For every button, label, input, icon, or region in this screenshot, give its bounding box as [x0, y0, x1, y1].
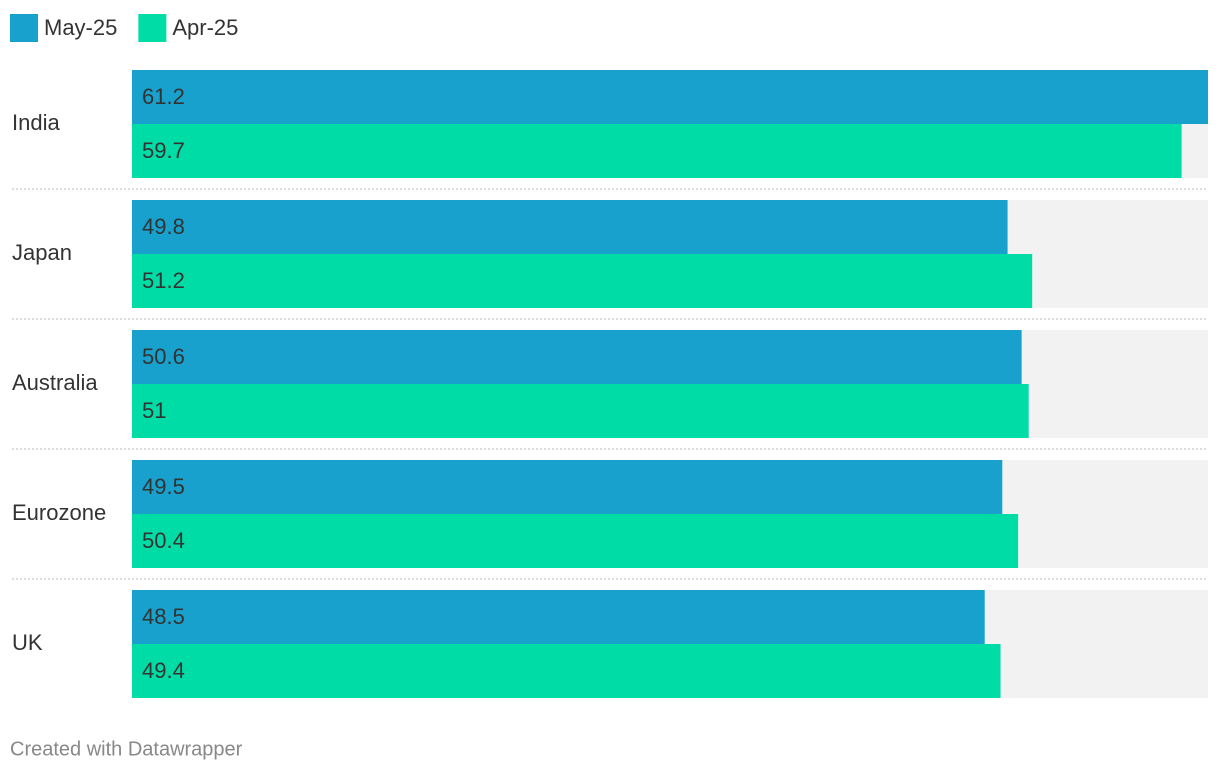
bar [132, 590, 985, 644]
bar [132, 124, 1182, 178]
bar [132, 644, 1001, 698]
category-label: Japan [12, 240, 72, 265]
value-label: 50.6 [142, 344, 185, 369]
value-label: 61.2 [142, 84, 185, 109]
credit: Created with Datawrapper [10, 738, 243, 760]
category-label: India [12, 110, 60, 135]
bar [132, 200, 1008, 254]
category-label: UK [12, 630, 43, 655]
legend-swatch [138, 14, 167, 42]
value-label: 49.5 [142, 474, 185, 499]
category-label: Australia [12, 370, 98, 395]
bar [132, 460, 1003, 514]
legend-swatch [10, 14, 38, 42]
value-label: 59.7 [142, 138, 185, 163]
value-label: 50.4 [142, 528, 185, 553]
bar [132, 514, 1019, 568]
legend-label: Apr-25 [172, 15, 238, 40]
legend-label: May-25 [44, 15, 117, 40]
value-label: 48.5 [142, 604, 185, 629]
bar [132, 330, 1022, 384]
bar [132, 254, 1033, 308]
value-label: 51.2 [142, 268, 185, 293]
bar [132, 70, 1208, 124]
category-label: Eurozone [12, 500, 106, 525]
value-label: 51 [142, 398, 166, 423]
bar [132, 384, 1029, 438]
value-label: 49.8 [142, 214, 185, 239]
value-label: 49.4 [142, 658, 185, 683]
